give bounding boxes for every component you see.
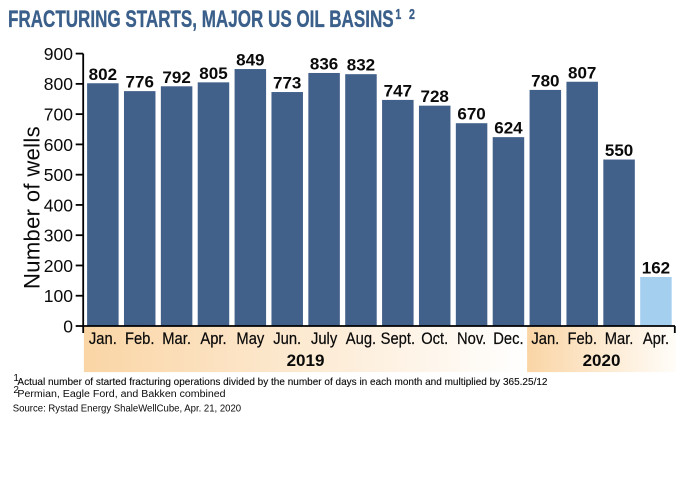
svg-text:100: 100 [44, 286, 73, 306]
svg-text:Dec.: Dec. [493, 330, 523, 348]
svg-text:776: 776 [126, 73, 154, 92]
svg-text:802: 802 [89, 65, 117, 84]
svg-text:0: 0 [63, 316, 73, 336]
svg-text:Jun.: Jun. [273, 330, 301, 348]
svg-text:849: 849 [236, 51, 264, 70]
svg-text:Feb.: Feb. [125, 330, 155, 348]
svg-text:600: 600 [44, 135, 73, 155]
svg-text:1: 1 [13, 373, 19, 384]
svg-text:May: May [236, 330, 264, 348]
svg-text:Permian, Eagle Ford, and Bakke: Permian, Eagle Ford, and Bakken combined [17, 388, 225, 400]
svg-text:807: 807 [568, 63, 596, 82]
svg-text:2019: 2019 [287, 351, 325, 370]
svg-text:2020: 2020 [583, 351, 621, 370]
svg-text:728: 728 [421, 87, 449, 106]
svg-text:Sept.: Sept. [381, 330, 415, 348]
svg-text:780: 780 [531, 71, 559, 90]
svg-text:700: 700 [44, 104, 73, 124]
svg-text:200: 200 [44, 256, 73, 276]
svg-text:832: 832 [347, 56, 375, 75]
svg-text:162: 162 [642, 258, 670, 277]
svg-text:773: 773 [273, 74, 301, 93]
svg-text:Jan.: Jan. [531, 330, 559, 348]
svg-text:Mar.: Mar. [162, 330, 191, 348]
svg-text:Source: Rystad Energy ShaleWel: Source: Rystad Energy ShaleWellCube, Apr… [13, 403, 242, 414]
svg-text:400: 400 [44, 195, 73, 215]
svg-text:805: 805 [199, 64, 227, 83]
svg-text:670: 670 [457, 105, 485, 124]
svg-text:Feb.: Feb. [567, 330, 597, 348]
svg-text:Oct.: Oct. [421, 330, 448, 348]
svg-text:July: July [311, 330, 337, 348]
svg-text:Apr.: Apr. [200, 330, 226, 348]
svg-text:2: 2 [13, 385, 19, 396]
svg-text:Mar.: Mar. [605, 330, 634, 348]
svg-text:792: 792 [162, 68, 190, 87]
svg-text:800: 800 [44, 74, 73, 94]
svg-text:Jan.: Jan. [89, 330, 117, 348]
svg-text:747: 747 [384, 81, 412, 100]
svg-text:Aug.: Aug. [346, 330, 376, 348]
svg-text:Actual number of started fract: Actual number of started fracturing oper… [17, 377, 547, 388]
svg-text:500: 500 [44, 165, 73, 185]
svg-text:Apr.: Apr. [643, 330, 669, 348]
svg-text:836: 836 [310, 54, 338, 73]
svg-text:Number of wells: Number of wells [20, 126, 45, 289]
svg-text:550: 550 [605, 141, 633, 160]
svg-text:900: 900 [44, 44, 73, 64]
svg-text:624: 624 [494, 119, 523, 138]
svg-text:Nov.: Nov. [457, 330, 486, 348]
svg-text:300: 300 [44, 226, 73, 246]
